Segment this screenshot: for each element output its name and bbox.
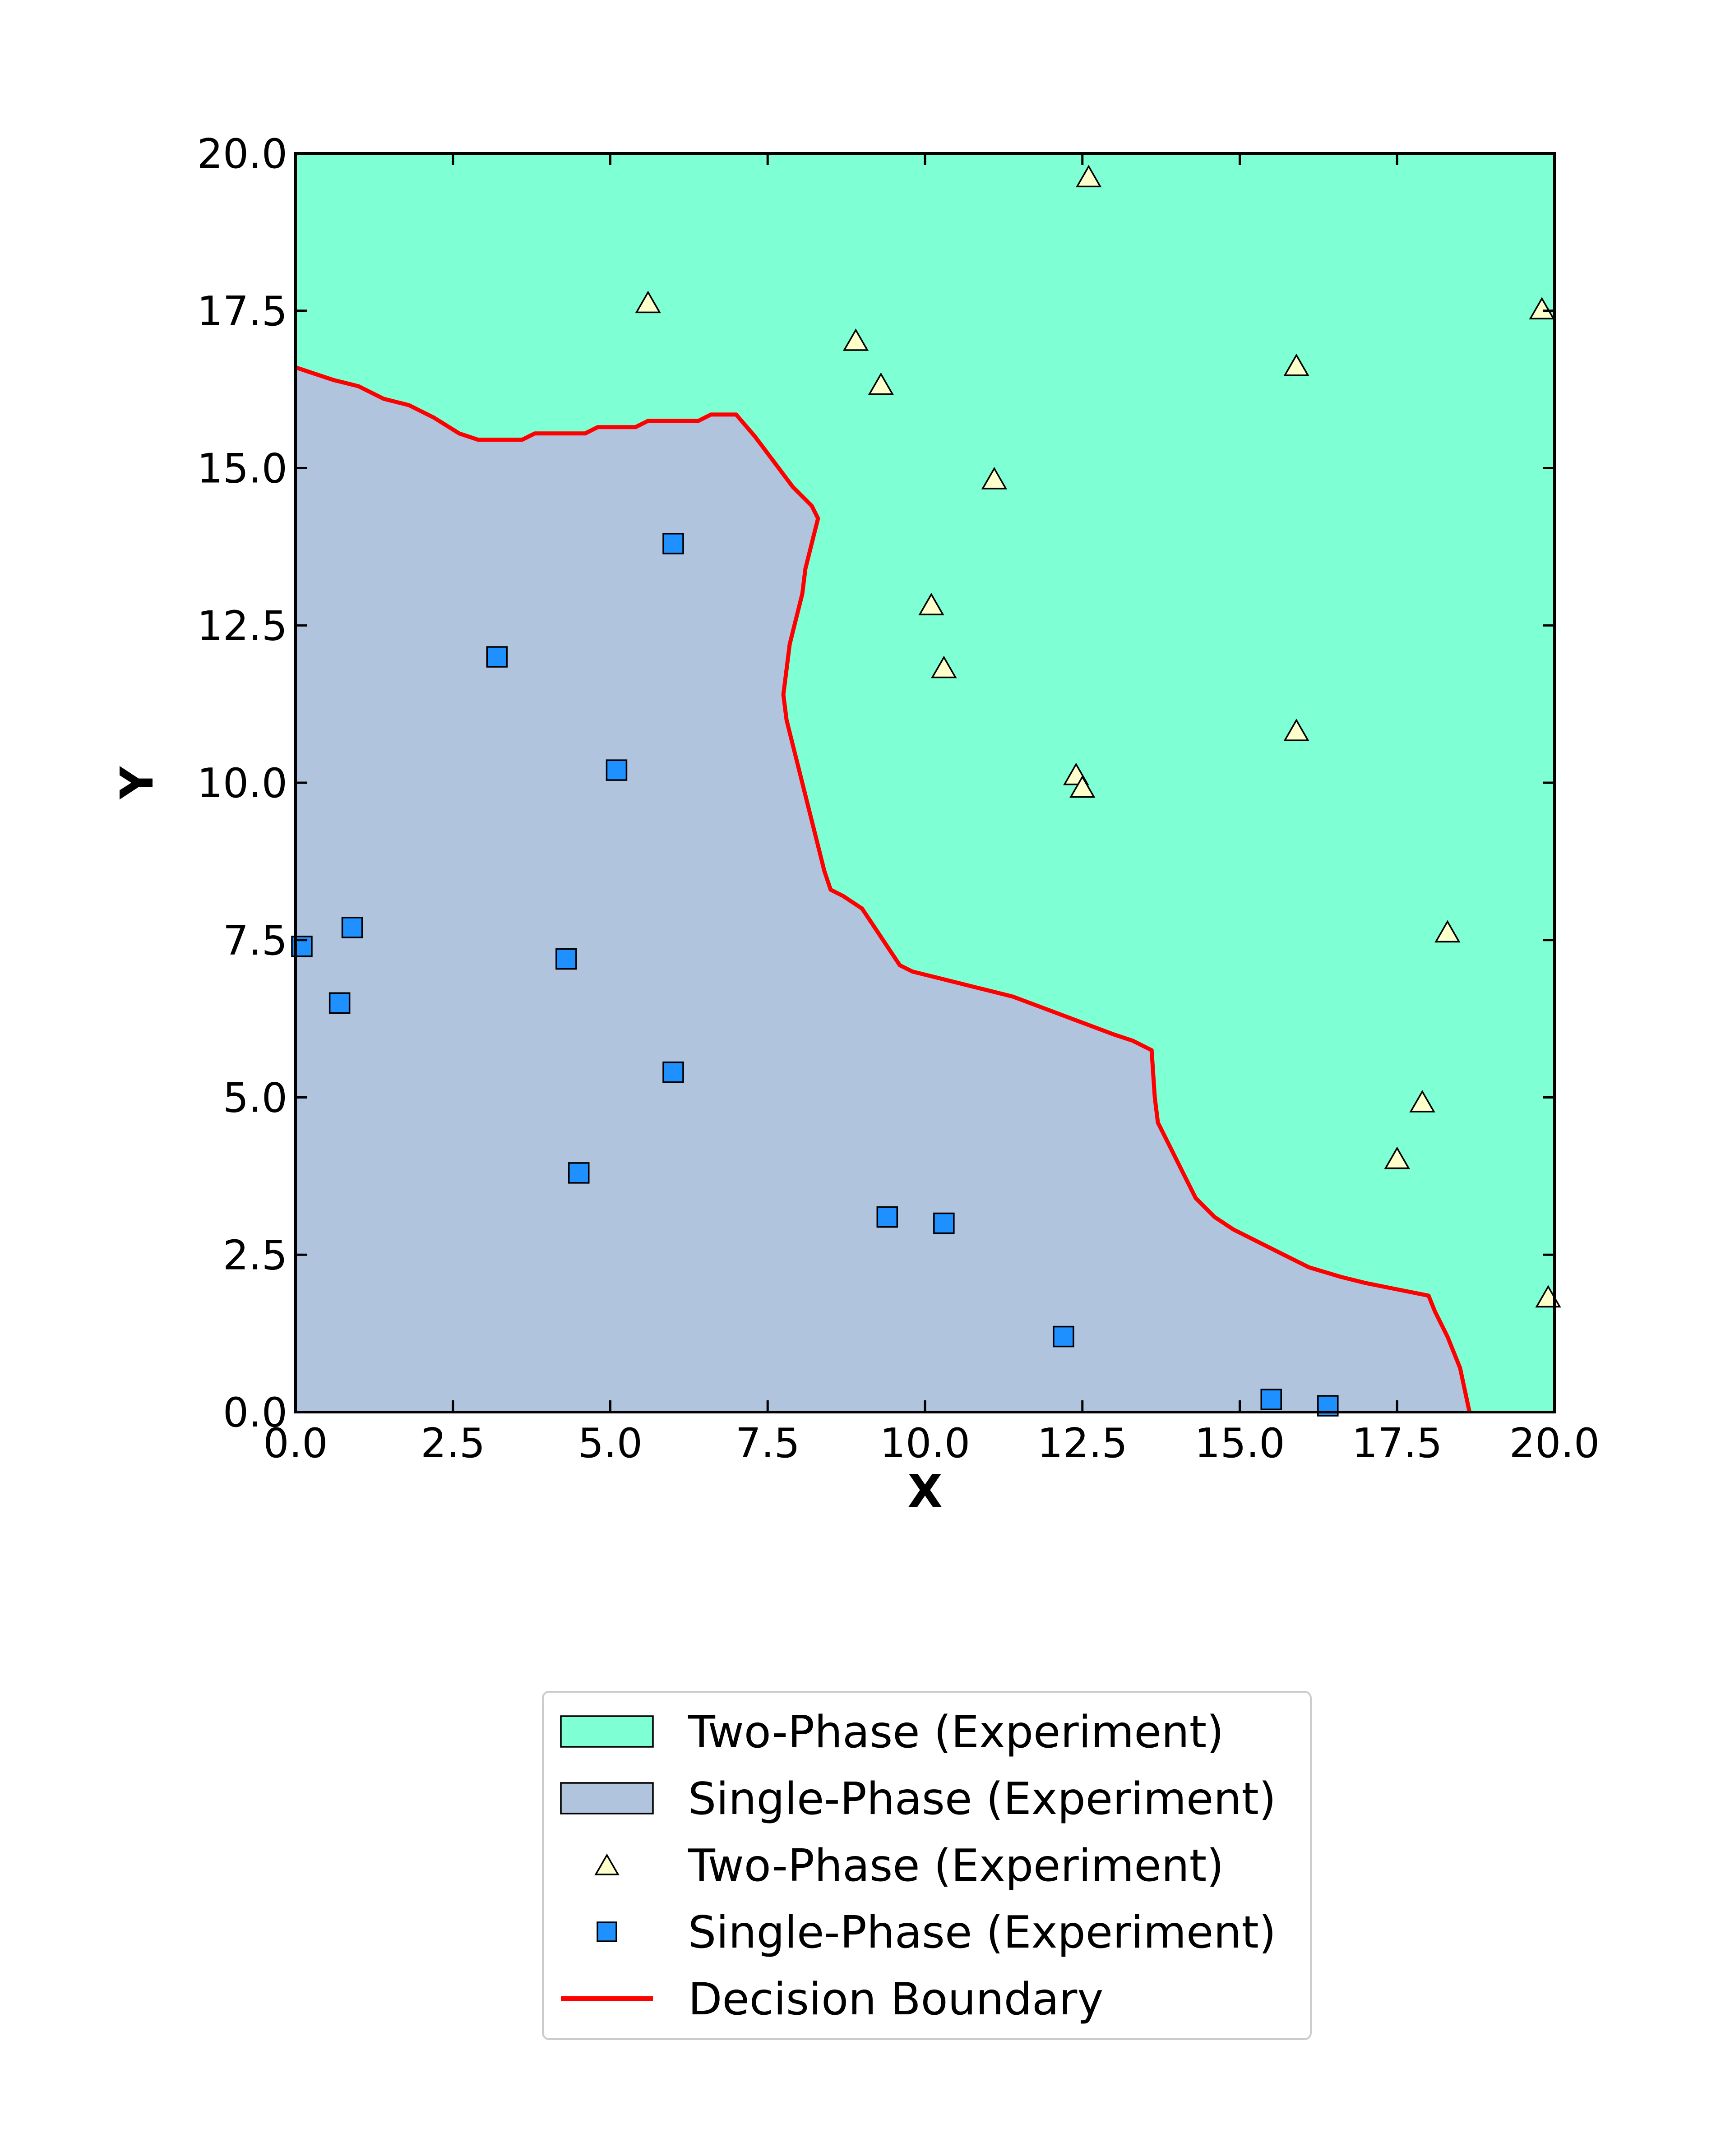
- y-tick-label: 10.0: [197, 760, 287, 807]
- x-tick-label: 7.5: [735, 1420, 800, 1467]
- two-phase-point: [918, 592, 944, 615]
- two-phase-point: [981, 466, 1008, 489]
- y-tick-label: 12.5: [197, 602, 287, 650]
- two-phase-point: [1069, 775, 1096, 798]
- single-phase-point: [606, 759, 628, 781]
- x-axis-title: X: [907, 1465, 942, 1518]
- legend-swatch-patch: [560, 1715, 654, 1748]
- x-tick-label: 12.5: [1037, 1420, 1128, 1467]
- two-phase-point: [1384, 1146, 1410, 1169]
- single-phase-point: [662, 533, 684, 554]
- single-phase-point: [933, 1212, 955, 1234]
- x-tick-label: 15.0: [1194, 1420, 1285, 1467]
- single-phase-point: [341, 917, 363, 938]
- x-tick-label: 2.5: [421, 1420, 485, 1467]
- two-phase-point: [931, 656, 957, 679]
- decision-boundary-line: [295, 365, 1472, 1413]
- two-phase-point: [1076, 165, 1102, 188]
- legend-label: Decision Boundary: [688, 1974, 1103, 2025]
- legend-swatch-triangle: [594, 1853, 620, 1875]
- two-phase-point: [842, 328, 869, 351]
- single-phase-point: [328, 992, 351, 1014]
- y-tick-label: 5.0: [223, 1075, 287, 1122]
- legend-swatch-square: [597, 1921, 617, 1942]
- single-phase-point: [486, 646, 508, 668]
- y-tick-label: 17.5: [197, 288, 287, 335]
- two-phase-point: [1409, 1090, 1435, 1113]
- legend-label: Two-Phase (Experiment): [688, 1707, 1224, 1758]
- x-tick-label: 20.0: [1509, 1420, 1600, 1467]
- single-phase-point: [1053, 1325, 1074, 1348]
- y-tick-label: 0.0: [223, 1389, 287, 1436]
- legend-label: Two-Phase (Experiment): [688, 1840, 1224, 1892]
- two-phase-point: [1529, 297, 1555, 320]
- single-phase-region: [296, 367, 1470, 1412]
- axis-ticks: 0.0 2.5 5.0 7.5 10.0 12.5 15.0 17.5 20.0 0.0 2.5 5.…: [197, 130, 1600, 1467]
- two-phase-point: [1283, 718, 1309, 741]
- data-markers: [291, 165, 1561, 1417]
- y-tick-label: 20.0: [197, 130, 287, 178]
- two-phase-point: [635, 291, 661, 314]
- single-phase-point: [876, 1206, 898, 1228]
- x-tick-label: 17.5: [1352, 1420, 1442, 1467]
- plot-area: [291, 152, 1561, 1417]
- two-phase-point: [1434, 920, 1461, 943]
- single-phase-point: [568, 1162, 590, 1184]
- y-tick-label: 7.5: [223, 917, 287, 965]
- single-phase-point: [1260, 1389, 1282, 1410]
- x-tick-label: 5.0: [578, 1420, 643, 1467]
- legend-label: Single-Phase (Experiment): [688, 1907, 1276, 1958]
- legend-frame: [542, 1691, 1312, 2040]
- x-tick-label: 10.0: [880, 1420, 970, 1467]
- legend: Two-Phase (Experiment) Single-Phase (Expe…: [542, 1691, 1312, 2040]
- y-tick-label: 2.5: [223, 1232, 287, 1279]
- legend-swatch-patch: [560, 1782, 654, 1814]
- y-tick-label: 15.0: [197, 445, 287, 493]
- two-phase-point: [1283, 353, 1309, 376]
- two-phase-region: [296, 153, 1554, 1412]
- y-axis-title: Y: [111, 766, 163, 799]
- x-tick-label: 0.0: [263, 1420, 328, 1467]
- two-phase-point: [868, 372, 894, 395]
- single-phase-point: [662, 1061, 684, 1083]
- legend-label: Single-Phase (Experiment): [688, 1773, 1276, 1825]
- single-phase-point: [555, 948, 577, 970]
